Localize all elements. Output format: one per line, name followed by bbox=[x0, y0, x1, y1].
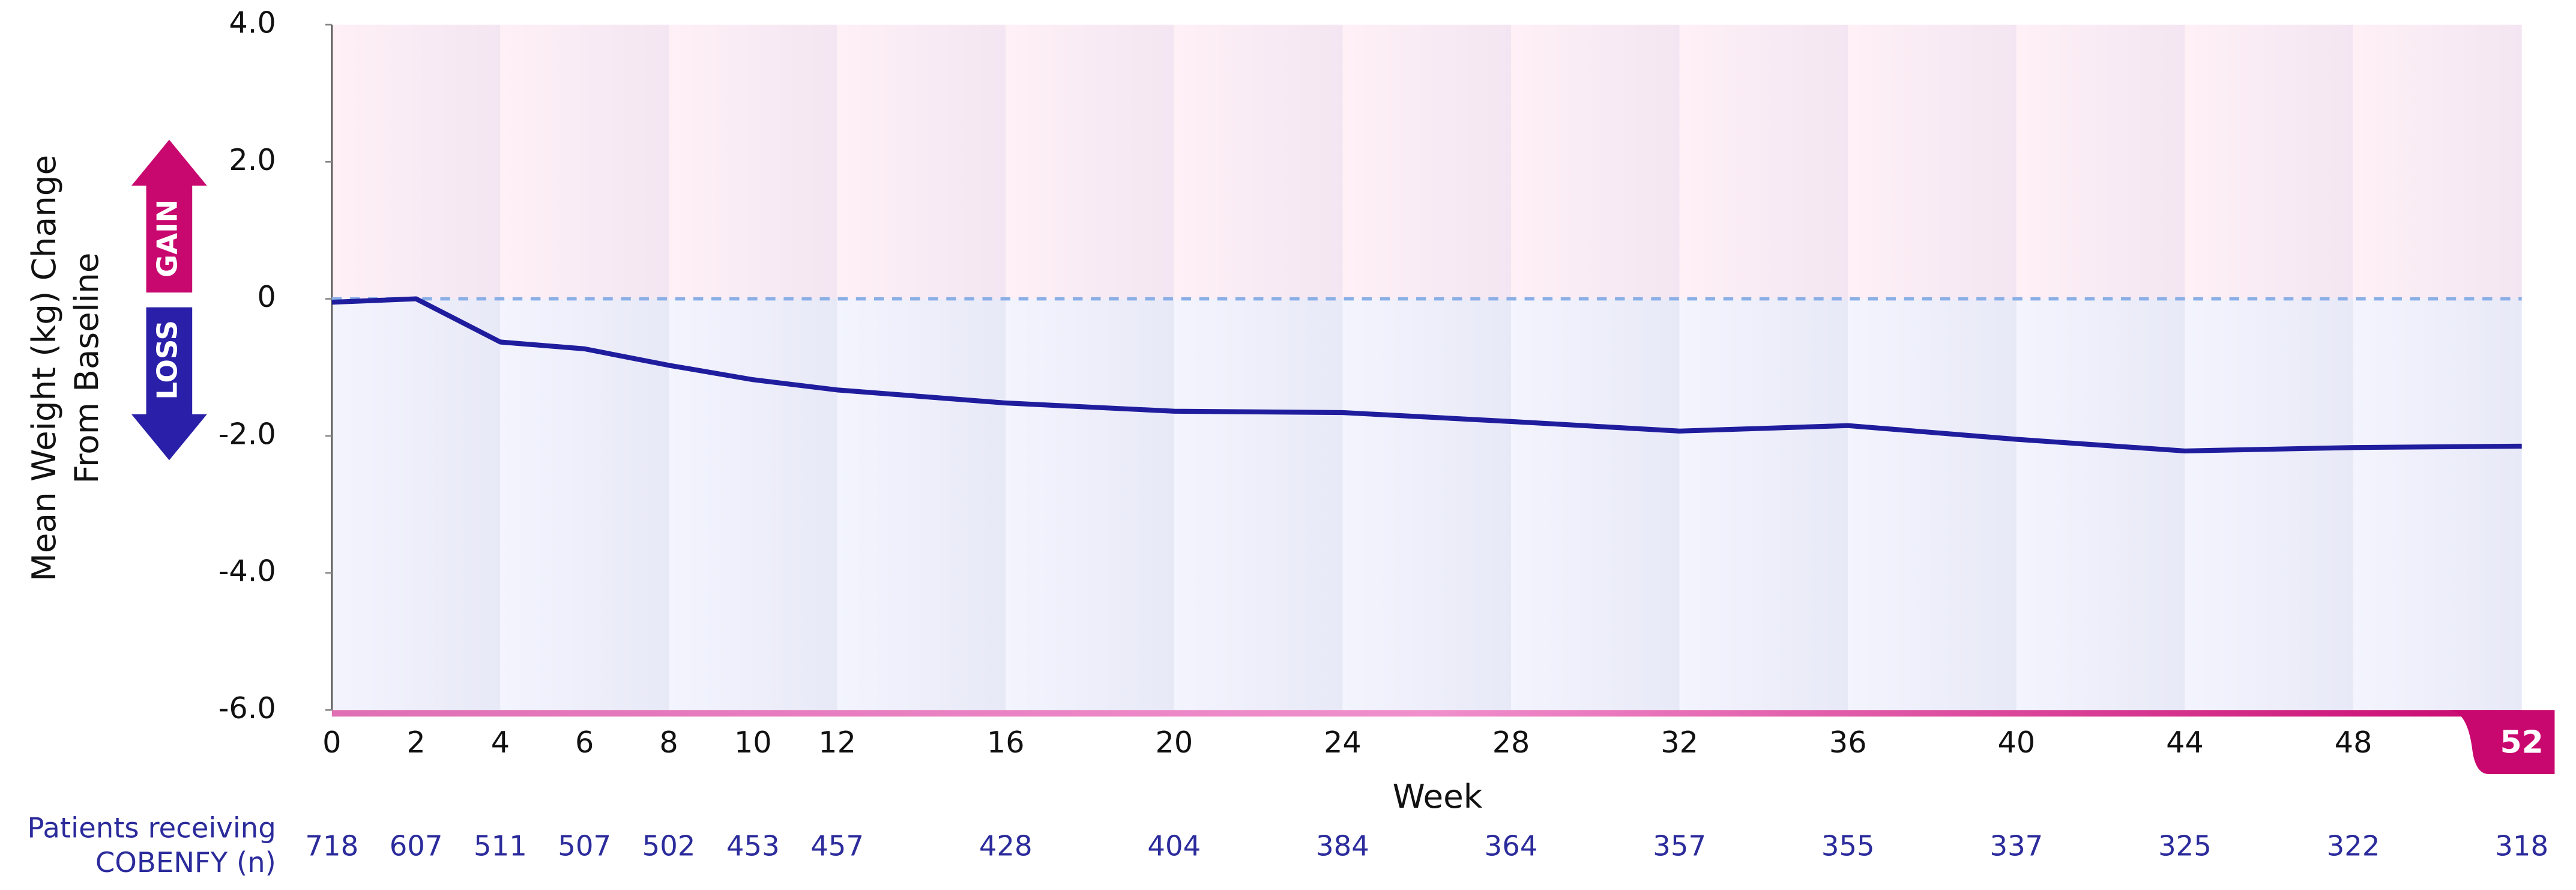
patient-count: 502 bbox=[642, 830, 696, 862]
loss-label: LOSS bbox=[151, 320, 183, 399]
x-tick-label: 28 bbox=[1492, 725, 1530, 760]
data-line bbox=[331, 296, 2522, 454]
patient-count: 457 bbox=[810, 830, 864, 862]
x-tick-label: 6 bbox=[575, 725, 594, 760]
y-tick-label: -6.0 bbox=[219, 691, 276, 725]
y-axis-label: From Baseline bbox=[67, 253, 106, 484]
patient-count: 318 bbox=[2495, 830, 2548, 862]
background-band bbox=[1342, 298, 1512, 710]
background-band bbox=[331, 25, 501, 299]
patient-count: 384 bbox=[1316, 830, 1369, 862]
background-band bbox=[2016, 25, 2185, 299]
background-band bbox=[1342, 25, 1512, 299]
background-band bbox=[837, 298, 1006, 710]
x-tick-label: 2 bbox=[406, 725, 425, 760]
patient-count: 507 bbox=[558, 830, 611, 862]
x-tick-label: 10 bbox=[734, 725, 772, 760]
y-tick-label: -2.0 bbox=[219, 416, 276, 451]
patients-label: Patients receiving bbox=[27, 812, 276, 844]
background-band bbox=[1006, 298, 1174, 710]
patient-count: 355 bbox=[1821, 830, 1875, 862]
y-tick-label: -4.0 bbox=[219, 554, 276, 589]
background bbox=[331, 25, 2522, 710]
x-tick-label: 12 bbox=[818, 725, 856, 760]
patient-count: 322 bbox=[2327, 830, 2380, 862]
x-axis-bar bbox=[331, 710, 2522, 717]
patient-count: 428 bbox=[979, 830, 1033, 862]
x-tick-label: 24 bbox=[1324, 725, 1362, 760]
x-axis-label: Week bbox=[1393, 777, 1483, 816]
x-tick-label: 0 bbox=[322, 725, 341, 760]
patients-label: COBENFY (n) bbox=[95, 846, 276, 879]
background-band bbox=[2185, 298, 2354, 710]
x-tick-label: 48 bbox=[2335, 725, 2372, 760]
patient-count: 325 bbox=[2158, 830, 2212, 862]
x-tick-label: 8 bbox=[659, 725, 678, 760]
x-tick-label: 52 bbox=[2500, 725, 2544, 761]
y-tick-label: 2.0 bbox=[229, 142, 276, 177]
y-axis-label: Mean Weight (kg) Change bbox=[25, 155, 63, 582]
gain-label: GAIN bbox=[151, 199, 183, 277]
last-week-badge bbox=[2448, 710, 2555, 775]
background-band bbox=[2016, 298, 2185, 710]
x-tick-label: 20 bbox=[1155, 725, 1193, 760]
background-band bbox=[669, 25, 837, 299]
patient-count: 718 bbox=[305, 830, 358, 862]
gain-arrow bbox=[131, 139, 207, 293]
background-band bbox=[1848, 298, 2016, 710]
background-band bbox=[1174, 25, 1343, 299]
x-tick-label: 36 bbox=[1829, 725, 1867, 760]
background-band bbox=[1511, 298, 1680, 710]
background-band bbox=[837, 25, 1006, 299]
background-band bbox=[1511, 25, 1680, 299]
background-band bbox=[1679, 298, 1848, 710]
patient-count: 337 bbox=[1989, 830, 2043, 862]
y-tick-label: 0 bbox=[257, 279, 276, 314]
y-tick-label: 4.0 bbox=[229, 5, 276, 40]
patient-count: 453 bbox=[726, 830, 780, 862]
background-band bbox=[669, 298, 837, 710]
x-tick-label: 4 bbox=[491, 725, 510, 760]
background-band bbox=[500, 25, 669, 299]
background-band bbox=[1679, 25, 1848, 299]
patient-count: 357 bbox=[1653, 830, 1706, 862]
background-band bbox=[2353, 25, 2522, 299]
background-band bbox=[1848, 25, 2016, 299]
background-band bbox=[1006, 25, 1174, 299]
patient-count: 364 bbox=[1485, 830, 1538, 862]
background-band bbox=[1174, 298, 1343, 710]
x-tick-label: 44 bbox=[2166, 725, 2204, 760]
patient-count: 607 bbox=[390, 830, 443, 862]
patient-count: 404 bbox=[1147, 830, 1201, 862]
background-band bbox=[500, 298, 669, 710]
background-band bbox=[331, 298, 501, 710]
x-tick-label: 40 bbox=[1998, 725, 2036, 760]
x-tick-label: 32 bbox=[1661, 725, 1698, 760]
background-band bbox=[2185, 25, 2354, 299]
background-band bbox=[2353, 298, 2522, 710]
patient-count: 511 bbox=[474, 830, 527, 862]
x-tick-label: 16 bbox=[987, 725, 1025, 760]
loss-arrow bbox=[131, 307, 207, 461]
